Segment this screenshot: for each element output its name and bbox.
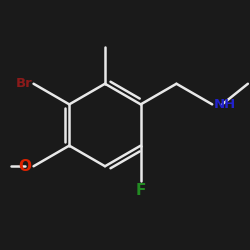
Text: O: O: [18, 159, 31, 174]
Text: Br: Br: [16, 77, 32, 90]
Text: NH: NH: [214, 98, 236, 111]
Text: F: F: [136, 183, 146, 198]
